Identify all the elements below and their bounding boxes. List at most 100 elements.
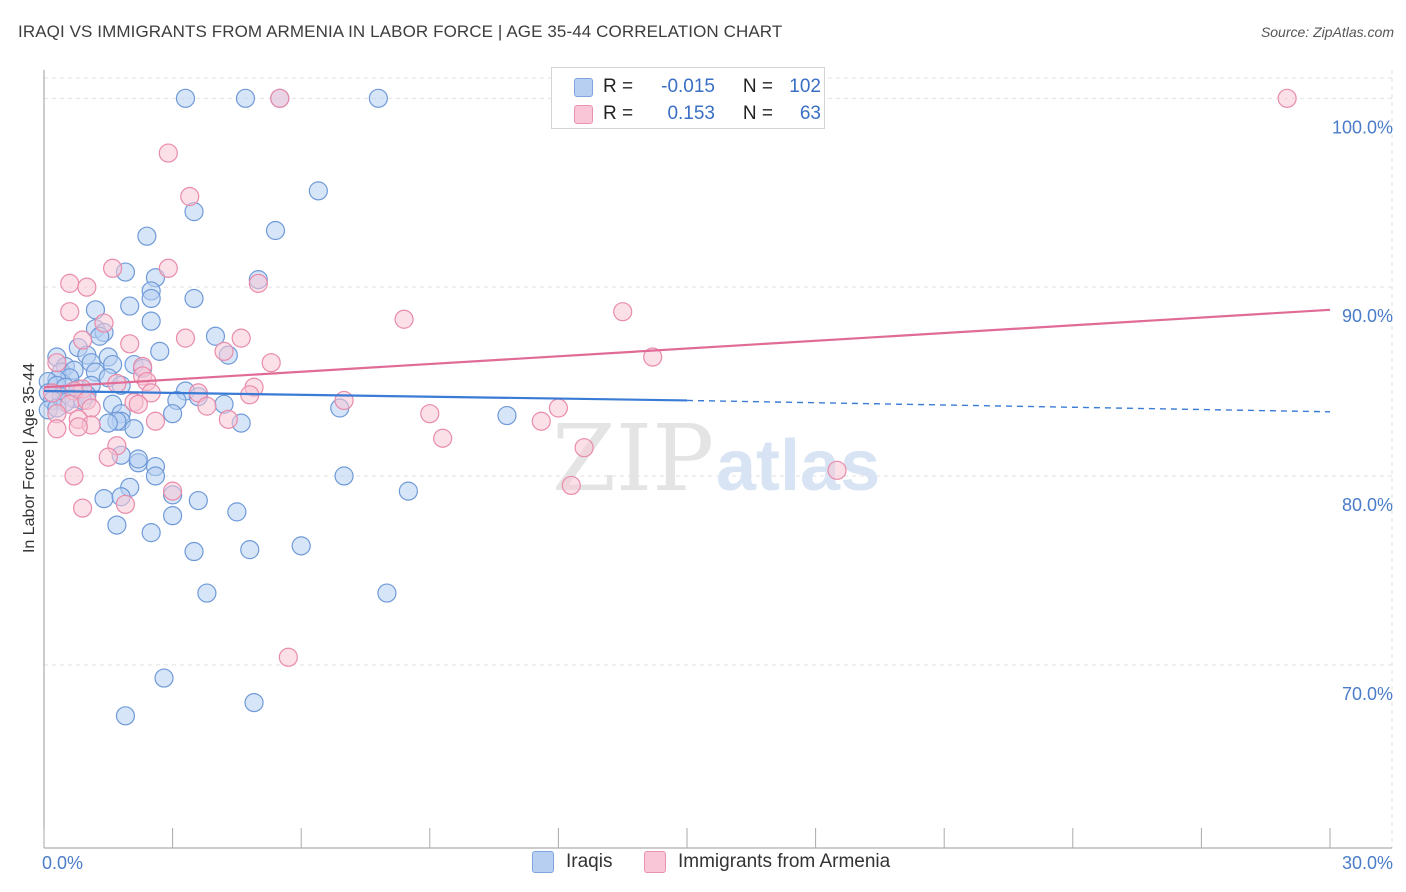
stats-legend: R = -0.015 N = 102 R = 0.153 N = 63: [551, 67, 825, 129]
point-armenia: [47, 419, 67, 439]
point-armenia: [394, 309, 414, 329]
watermark: ZIP atlas: [552, 405, 880, 512]
point-armenia: [98, 447, 118, 467]
point-iraqis: [497, 405, 517, 426]
point-iraqis: [163, 506, 183, 526]
point-iraqis: [115, 706, 136, 726]
point-armenia: [60, 302, 80, 322]
point-iraqis: [124, 419, 144, 439]
y-tick-label: 70.0%: [1342, 684, 1393, 704]
point-iraqis: [291, 536, 311, 556]
trend-line-iraqis: [43, 389, 688, 402]
point-iraqis: [240, 540, 260, 560]
point-iraqis: [120, 296, 140, 316]
point-iraqis: [227, 502, 247, 522]
point-armenia: [102, 258, 123, 278]
point-armenia: [120, 334, 140, 354]
watermark-atlas: atlas: [716, 426, 880, 506]
series-armenia: [42, 88, 1297, 667]
chart-title: IRAQI VS IMMIGRANTS FROM ARMENIA IN LABO…: [18, 22, 783, 41]
point-armenia: [47, 353, 67, 373]
point-iraqis: [141, 523, 161, 543]
x-tick-label: 30.0%: [1342, 853, 1393, 873]
point-armenia: [72, 330, 93, 350]
point-iraqis: [107, 515, 127, 535]
point-armenia: [180, 186, 200, 207]
grid-lines: [44, 70, 1393, 848]
point-iraqis: [188, 490, 208, 511]
legend-swatch-iraqis: [532, 851, 554, 873]
point-iraqis: [368, 88, 388, 108]
legend-swatch-pink: [574, 104, 593, 124]
legend-item-iraqis[interactable]: Iraqis: [532, 851, 612, 873]
point-armenia: [574, 438, 594, 458]
point-armenia: [42, 383, 63, 403]
point-iraqis: [308, 181, 328, 201]
y-tick-label: 80.0%: [1342, 495, 1393, 515]
series-legend: Iraqis Immigrants from Armenia: [0, 851, 1406, 877]
y-axis-title: In Labor Force | Age 35-44: [21, 363, 38, 553]
point-armenia: [158, 143, 178, 163]
point-armenia: [175, 328, 196, 348]
data-points: [38, 88, 1297, 726]
axes: [43, 70, 1392, 849]
legend-label-iraqis: Iraqis: [566, 851, 613, 872]
trend-line-armenia: [43, 308, 1331, 389]
point-iraqis: [141, 311, 161, 331]
point-iraqis: [184, 288, 204, 309]
point-armenia: [163, 481, 183, 501]
point-armenia: [261, 353, 281, 373]
point-armenia: [214, 341, 234, 361]
trend-lines: [43, 308, 1331, 413]
point-iraqis: [137, 226, 157, 246]
point-iraqis: [334, 466, 354, 486]
legend-item-armenia[interactable]: Immigrants from Armenia: [644, 851, 890, 873]
legend-n-label: N =: [742, 76, 773, 97]
point-iraqis: [244, 692, 264, 713]
watermark-zip: ZIP: [552, 405, 714, 512]
legend-n-value: 63: [799, 103, 821, 124]
point-armenia: [548, 398, 569, 418]
x-tick-label: 0.0%: [42, 853, 83, 873]
legend-r-label: R =: [603, 76, 634, 97]
point-iraqis: [163, 404, 183, 424]
point-armenia: [94, 313, 114, 333]
series-iraqis: [38, 88, 517, 726]
point-armenia: [613, 302, 633, 322]
y-tick-label: 90.0%: [1342, 306, 1393, 326]
legend-n-value: 102: [789, 76, 821, 97]
point-iraqis: [141, 288, 161, 309]
point-armenia: [145, 411, 166, 431]
legend-r-value: -0.015: [661, 76, 715, 97]
point-iraqis: [175, 88, 196, 108]
point-armenia: [115, 494, 136, 514]
point-iraqis: [197, 583, 217, 603]
legend-swatch-armenia: [644, 851, 666, 873]
point-armenia: [218, 409, 238, 429]
legend-r-value: 0.153: [667, 103, 715, 124]
point-armenia: [64, 466, 84, 486]
point-armenia: [270, 88, 290, 108]
point-iraqis: [154, 668, 174, 688]
point-armenia: [60, 273, 80, 293]
y-tick-label: 100.0%: [1332, 117, 1393, 137]
point-iraqis: [205, 326, 226, 346]
legend-label-armenia: Immigrants from Armenia: [678, 851, 891, 872]
tick-labels: 70.0% 80.0% 90.0% 100.0% 0.0% 30.0%: [42, 117, 1393, 873]
point-armenia: [158, 258, 178, 278]
point-iraqis: [184, 541, 204, 562]
point-iraqis: [98, 413, 118, 433]
point-armenia: [531, 411, 551, 431]
legend-swatch-blue: [574, 77, 593, 97]
point-armenia: [197, 396, 217, 416]
point-iraqis: [150, 341, 170, 361]
point-armenia: [334, 390, 354, 411]
legend-r-label: R =: [603, 103, 634, 124]
point-armenia: [77, 277, 97, 297]
point-armenia: [827, 460, 847, 480]
point-armenia: [1277, 88, 1297, 108]
point-armenia: [60, 394, 80, 414]
point-iraqis: [128, 449, 148, 469]
point-armenia: [433, 428, 453, 448]
